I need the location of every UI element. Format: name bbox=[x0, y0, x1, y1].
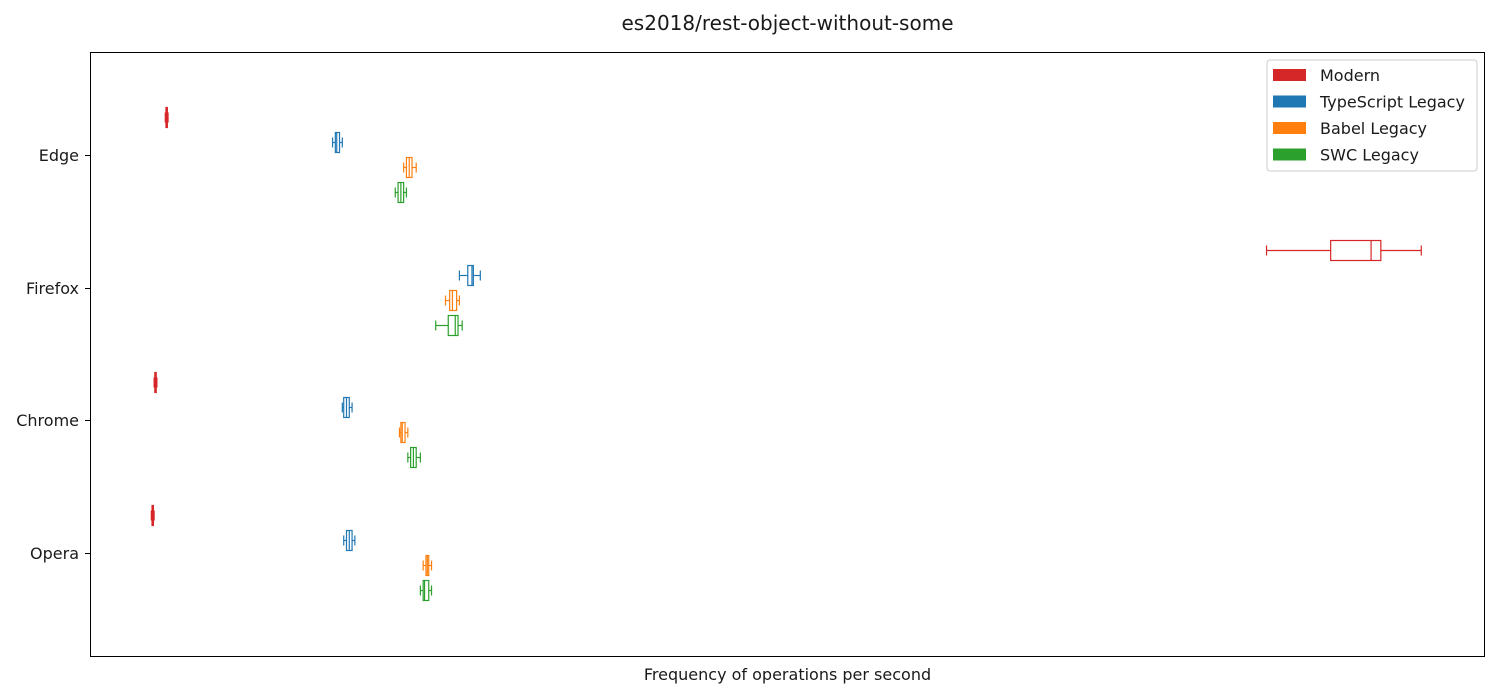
legend-frame bbox=[1266, 59, 1478, 172]
y-tick-opera: Opera bbox=[30, 544, 90, 563]
y-axis: Edge Firefox Chrome Opera bbox=[16, 146, 90, 563]
y-tick-label: Edge bbox=[39, 146, 79, 165]
box-iqr bbox=[467, 264, 474, 287]
box-series-group bbox=[150, 106, 1422, 602]
legend-label: TypeScript Legacy bbox=[1319, 93, 1465, 112]
y-tick-label: Chrome bbox=[16, 411, 79, 430]
box-babel-legacy-chrome bbox=[398, 421, 409, 444]
box-swc-legacy-chrome bbox=[407, 446, 421, 469]
legend-label: SWC Legacy bbox=[1320, 146, 1419, 165]
box-swc-legacy-firefox bbox=[435, 314, 463, 337]
box-babel-legacy-firefox bbox=[444, 289, 461, 312]
box-iqr bbox=[422, 579, 430, 602]
plot-area-frame bbox=[90, 52, 1485, 657]
box-modern-opera bbox=[150, 504, 155, 527]
box-modern-chrome bbox=[153, 371, 158, 394]
y-tick-label: Opera bbox=[30, 544, 79, 563]
y-tick-firefox: Firefox bbox=[26, 279, 90, 298]
box-babel-legacy-opera bbox=[422, 554, 433, 577]
y-tick-chrome: Chrome bbox=[16, 411, 90, 430]
legend-item-typescript-legacy: TypeScript Legacy bbox=[1273, 93, 1465, 112]
y-tick-edge: Edge bbox=[39, 146, 90, 165]
box-babel-legacy-edge bbox=[403, 156, 417, 179]
y-tick-label: Firefox bbox=[26, 279, 79, 298]
legend-item-modern: Modern bbox=[1273, 66, 1380, 85]
box-typescript-legacy-edge bbox=[331, 131, 343, 154]
chart-title: es2018/rest-object-without-some bbox=[621, 11, 954, 35]
box-iqr bbox=[334, 131, 341, 154]
box-typescript-legacy-opera bbox=[343, 529, 356, 552]
box-modern-firefox bbox=[1265, 239, 1422, 262]
legend-label: Modern bbox=[1320, 66, 1380, 85]
box-typescript-legacy-chrome bbox=[341, 396, 353, 419]
x-axis-label: Frequency of operations per second bbox=[643, 665, 932, 684]
box-iqr bbox=[447, 314, 459, 337]
legend: Modern TypeScript Legacy Babel Legacy SWC L… bbox=[1266, 59, 1478, 172]
legend-swatch bbox=[1273, 69, 1306, 81]
box-typescript-legacy-firefox bbox=[458, 264, 481, 287]
legend-label: Babel Legacy bbox=[1320, 119, 1427, 138]
box-modern-edge bbox=[164, 106, 169, 129]
legend-swatch bbox=[1273, 95, 1306, 108]
legend-item-swc-legacy: SWC Legacy bbox=[1273, 146, 1419, 165]
box-swc-legacy-opera bbox=[419, 579, 433, 602]
legend-swatch bbox=[1273, 148, 1306, 161]
legend-item-babel-legacy: Babel Legacy bbox=[1273, 119, 1427, 138]
box-iqr bbox=[449, 289, 458, 312]
box-swc-legacy-edge bbox=[394, 181, 408, 204]
legend-swatch bbox=[1273, 122, 1306, 134]
box-iqr bbox=[400, 421, 406, 444]
box-iqr bbox=[1330, 239, 1382, 262]
